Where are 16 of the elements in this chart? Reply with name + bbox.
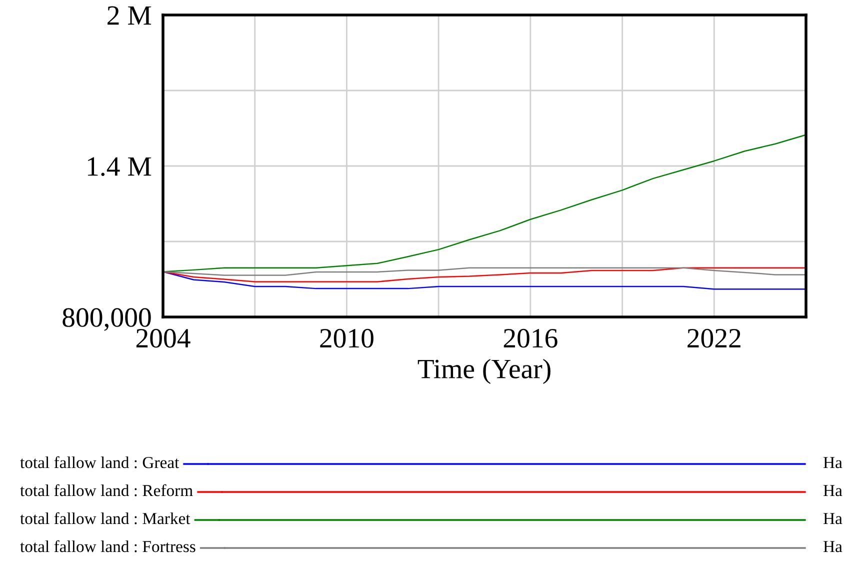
legend-label: total fallow land : Great (20, 456, 180, 468)
y-tick-label: 1.4 M (88, 157, 152, 176)
text: Ha (823, 485, 842, 496)
text: Ha (823, 513, 842, 524)
legend-label: total fallow land : Market (20, 512, 190, 524)
legend-label: total fallow land : Reform (20, 484, 193, 496)
x-tick-label: 2022 (688, 328, 740, 348)
text: Ha (823, 457, 842, 468)
x-tick-label: 2016 (504, 328, 558, 348)
x-tick-label: 2010 (320, 328, 374, 348)
y-tick-label: 2 M (108, 6, 152, 25)
x-tick-label: 2004 (136, 328, 190, 348)
text: Ha (823, 541, 842, 552)
x-axis-title: Time (Year) (418, 358, 550, 384)
legend-label: total fallow land : Fortress (20, 540, 196, 552)
y-tick-label: 800,000 (62, 308, 151, 331)
